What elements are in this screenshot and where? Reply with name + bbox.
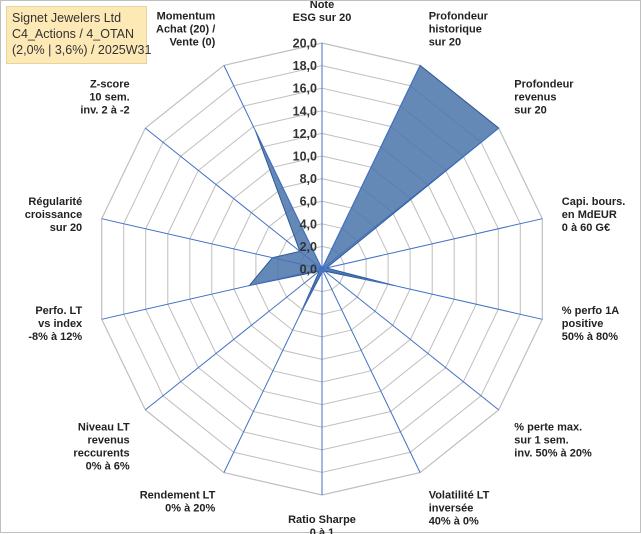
axis-label-line: 0% à 6% bbox=[86, 460, 130, 472]
axis-label-line: Capi. bours. bbox=[562, 196, 626, 208]
tick-label: 20,0 bbox=[293, 37, 317, 51]
axis-label-line: 10 sem. bbox=[89, 92, 129, 104]
axis-label-line: 0% à 20% bbox=[165, 503, 215, 515]
tick-label: 2,0 bbox=[300, 240, 317, 254]
axis-label-line: 50% à 80% bbox=[562, 331, 618, 343]
axis-label-line: ESG sur 20 bbox=[293, 12, 352, 24]
axis-label-line: positive bbox=[562, 318, 604, 330]
axis-label-line: inv. 2 à -2 bbox=[80, 105, 129, 117]
axis-label-line: Perfo. LT bbox=[35, 305, 82, 317]
axis-label-line: sur 20 bbox=[514, 105, 546, 117]
axis-spoke bbox=[145, 269, 322, 410]
axis-label-line: sur 20 bbox=[50, 222, 82, 234]
axis-label-line: Régularité bbox=[28, 196, 82, 208]
axis-label-line: Z-score bbox=[90, 79, 130, 91]
axis-label-line: inv. 50% à 20% bbox=[514, 447, 592, 459]
axis-label-line: Profondeur bbox=[514, 79, 574, 91]
axis-label-line: sur 20 bbox=[429, 36, 461, 48]
axis-label-line: -8% à 12% bbox=[28, 331, 82, 343]
axis-label-line: Rendement LT bbox=[140, 490, 216, 502]
axis-label-line: inversée bbox=[429, 503, 474, 515]
tick-label: 8,0 bbox=[300, 172, 317, 186]
tick-label: 4,0 bbox=[300, 217, 317, 231]
axis-label-line: % perte max. bbox=[514, 421, 582, 433]
tick-label: 14,0 bbox=[293, 104, 317, 118]
tick-label: 6,0 bbox=[300, 195, 317, 209]
tick-label: 0,0 bbox=[300, 263, 317, 277]
axis-label-line: revenus bbox=[514, 92, 556, 104]
axis-label-line: % perfo 1A bbox=[562, 305, 620, 317]
axis-label-line: reccurents bbox=[73, 447, 129, 459]
axis-label-line: revenus bbox=[87, 434, 129, 446]
axis-label-line: historique bbox=[429, 23, 482, 35]
axis-label-line: 0 à 60 G€ bbox=[562, 222, 610, 234]
tick-label: 12,0 bbox=[293, 127, 317, 141]
axis-label-line: vs index bbox=[38, 318, 83, 330]
axis-label-line: Profondeur bbox=[429, 10, 489, 22]
axis-label-line: croissance bbox=[25, 209, 82, 221]
axis-label-line: Ratio Sharpe bbox=[288, 514, 356, 526]
axis-label-line: Note bbox=[310, 1, 334, 11]
axis-label-line: Momentum bbox=[157, 10, 216, 22]
tick-label: 16,0 bbox=[293, 82, 317, 96]
axis-label-line: Niveau LT bbox=[78, 421, 130, 433]
axis-label-line: Achat (20) / bbox=[156, 23, 215, 35]
axis-label-line: Vente (0) bbox=[169, 36, 215, 48]
axis-label-line: sur 1 sem. bbox=[514, 434, 568, 446]
axis-label-line: en MdEUR bbox=[562, 209, 617, 221]
axis-label: % perte max.sur 1 sem.inv. 50% à 20% bbox=[514, 421, 592, 459]
axis-label-line: 40% à 0% bbox=[429, 516, 479, 528]
tick-label: 10,0 bbox=[293, 150, 317, 164]
tick-label: 18,0 bbox=[293, 59, 317, 73]
axis-spoke bbox=[322, 269, 499, 410]
axis-label-line: Volatilité LT bbox=[429, 490, 490, 502]
